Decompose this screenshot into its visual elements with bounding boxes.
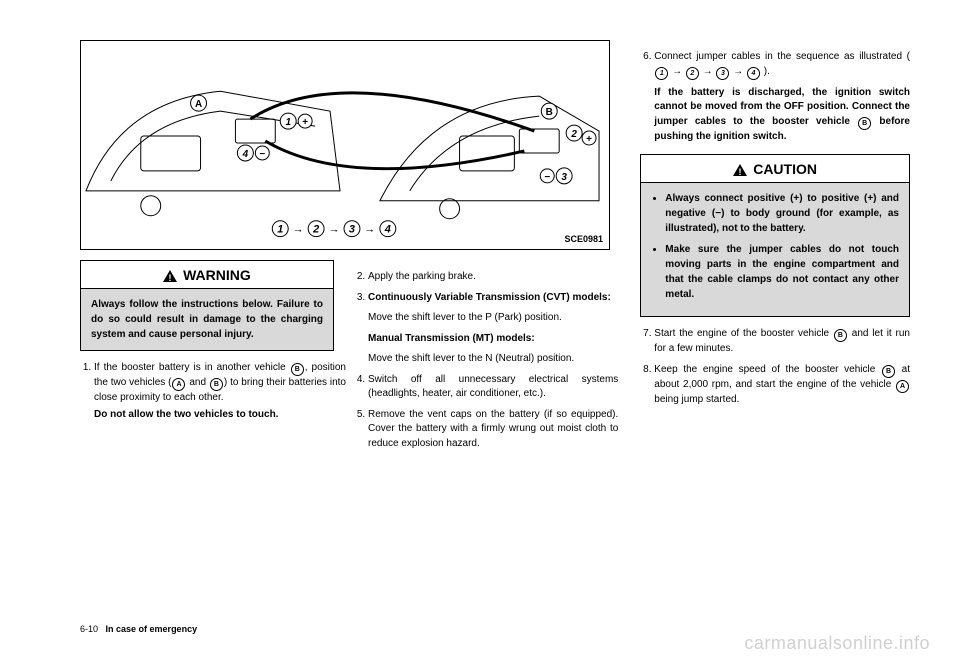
caution-header: ! CAUTION (641, 155, 909, 183)
svg-text:+: + (302, 117, 308, 128)
caution-title: CAUTION (753, 161, 817, 177)
svg-text:3: 3 (561, 172, 567, 183)
warning-body: Always follow the instructions below. Fa… (81, 289, 333, 350)
caution-body: Always connect positive (+) to positive … (641, 183, 909, 316)
step-7: Start the engine of the booster vehicle … (654, 327, 910, 357)
svg-text:3: 3 (349, 224, 355, 236)
step-4: Switch off all unnecessary electrical sy… (368, 373, 618, 402)
caution-item-2: Make sure the jumper cables do not touch… (665, 242, 899, 302)
step-1-note: Do not allow the two vehicles to touch. (94, 408, 346, 423)
step-3: Continuously Variable Transmission (CVT)… (368, 291, 618, 367)
warning-box: ! WARNING Always follow the instructions… (80, 260, 334, 351)
svg-text:→: → (364, 224, 375, 236)
svg-text:→: → (329, 224, 340, 236)
step-6-note: If the battery is discharged, the igniti… (654, 86, 910, 145)
svg-text:A: A (195, 99, 202, 110)
svg-text:−: − (259, 149, 265, 160)
svg-text:1: 1 (277, 224, 283, 236)
circle-b-icon: B (210, 378, 223, 391)
step-5: Remove the vent caps on the battery (if … (368, 408, 618, 452)
steps-col1: If the booster battery is in another veh… (80, 361, 346, 422)
page-number: 6-10 (80, 624, 98, 634)
caution-icon: ! (733, 164, 747, 176)
column-3: Connect jumper cables in the sequence as… (640, 40, 910, 600)
step-2: Apply the parking brake. (368, 270, 618, 285)
caution-item-1: Always connect positive (+) to positive … (665, 191, 899, 236)
manual-page: A B 1 2 3 4 + − + − 1 (0, 0, 960, 664)
watermark: carmanualsonline.info (744, 633, 930, 654)
svg-text:2: 2 (570, 129, 577, 140)
steps-col2: Apply the parking brake. Continuously Va… (354, 270, 618, 451)
warning-title: WARNING (183, 267, 251, 283)
steps-col3b: Start the engine of the booster vehicle … (640, 327, 910, 407)
step-8: Keep the engine speed of the booster veh… (654, 363, 910, 408)
figure-code: SCE0981 (564, 233, 603, 246)
svg-text:2: 2 (312, 224, 319, 236)
circle-a-icon: A (172, 378, 185, 391)
svg-text:B: B (546, 107, 553, 118)
svg-text:−: − (544, 172, 550, 183)
column-layout: A B 1 2 3 4 + − + − 1 (80, 40, 910, 600)
svg-text:4: 4 (242, 149, 249, 160)
jump-start-diagram: A B 1 2 3 4 + − + − 1 (80, 40, 610, 250)
page-footer: 6-10 In case of emergency (80, 624, 197, 634)
svg-text:!: ! (739, 167, 742, 176)
svg-text:→: → (293, 224, 304, 236)
caution-box: ! CAUTION Always connect positive (+) to… (640, 154, 910, 317)
circle-b-icon: B (291, 363, 304, 376)
steps-col3a: Connect jumper cables in the sequence as… (640, 50, 910, 144)
svg-text:1: 1 (285, 117, 291, 128)
warning-header: ! WARNING (81, 261, 333, 289)
warning-icon: ! (163, 270, 177, 282)
diagram-svg: A B 1 2 3 4 + − + − 1 (81, 41, 609, 249)
svg-text:!: ! (169, 273, 172, 282)
step-6: Connect jumper cables in the sequence as… (654, 50, 910, 144)
svg-text:4: 4 (384, 224, 391, 236)
section-title: In case of emergency (106, 624, 198, 634)
svg-text:+: + (586, 134, 592, 145)
step-1: If the booster battery is in another veh… (94, 361, 346, 422)
